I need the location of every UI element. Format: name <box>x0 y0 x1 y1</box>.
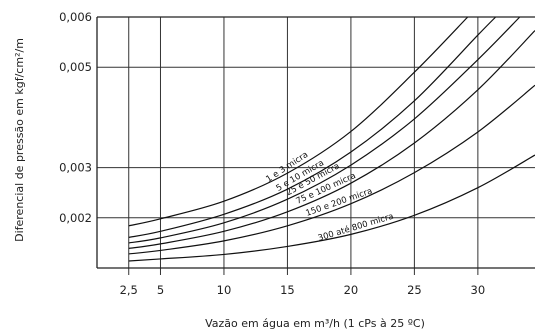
y-tick-label: 0,005 <box>59 60 92 74</box>
x-tick-label: 20 <box>344 283 359 297</box>
y-axis-label: Diferencial de pressão em kgf/cm²/m <box>13 38 26 242</box>
y-tick-label: 0,006 <box>59 10 92 24</box>
tick-labels: 2,5 5 10 15 20 25 30 0,002 0,003 0,005 0,006 <box>59 10 485 297</box>
series-line <box>128 84 535 255</box>
curves <box>128 16 535 262</box>
grid <box>97 16 535 275</box>
series-label: 300 até 800 micra <box>317 211 395 244</box>
y-tick-label: 0,003 <box>59 161 92 175</box>
series-line <box>128 16 521 244</box>
x-tick-label: 30 <box>471 283 486 297</box>
x-tick-label: 10 <box>217 283 232 297</box>
x-tick-label: 25 <box>407 283 422 297</box>
x-axis-label: Vazão em água em m³/h (1 cPs à 25 ºC) <box>205 317 425 330</box>
series-line <box>128 16 497 238</box>
series-line <box>128 16 469 227</box>
plot-frame <box>96 16 535 269</box>
series-line <box>128 30 535 250</box>
x-tick-label: 15 <box>280 283 295 297</box>
y-tick-label: 0,002 <box>59 211 92 225</box>
x-tick-label: 5 <box>157 283 164 297</box>
x-tick-label: 2,5 <box>120 283 138 297</box>
series-line <box>128 154 535 262</box>
